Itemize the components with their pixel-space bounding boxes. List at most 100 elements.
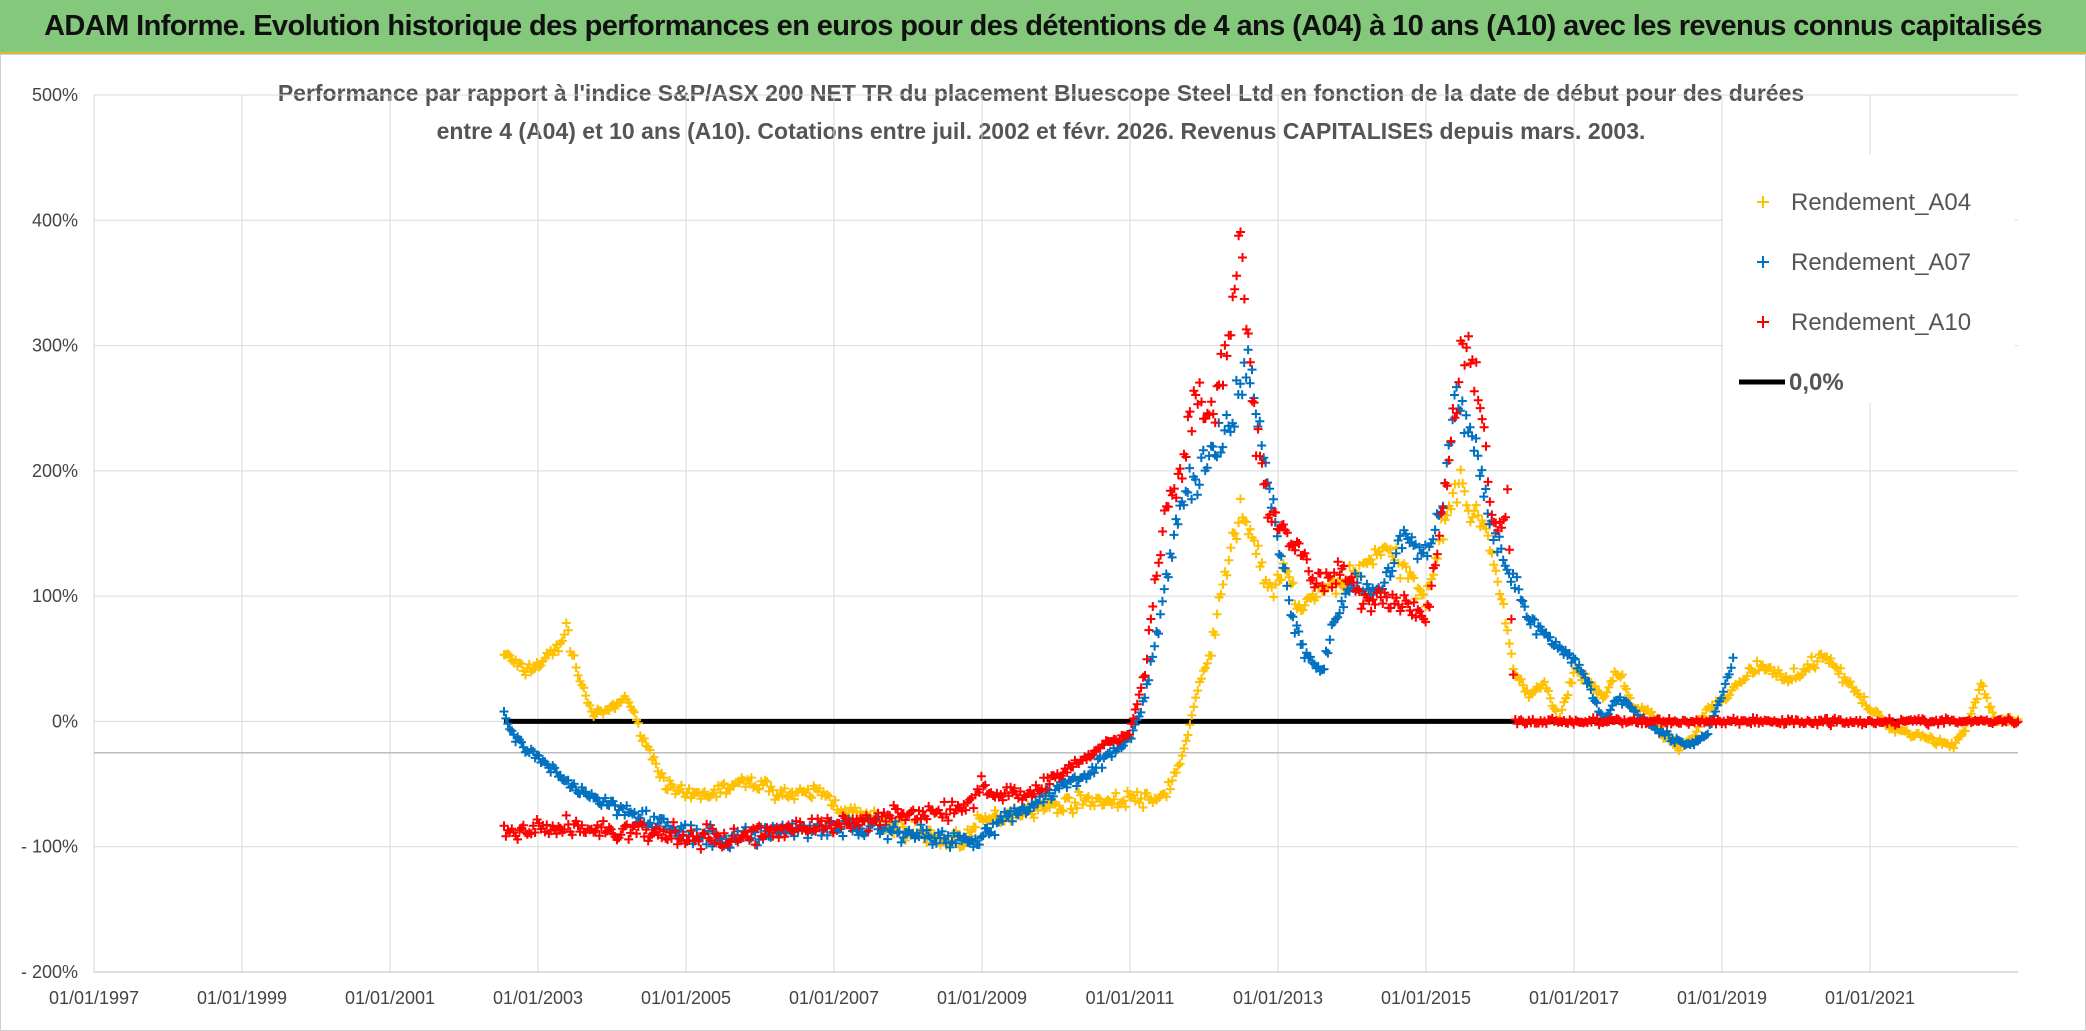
- data-point: [1354, 587, 1364, 596]
- data-point: [563, 625, 573, 635]
- data-point: [1810, 663, 1820, 673]
- report-title: ADAM Informe. Evolution historique des p…: [44, 9, 2042, 42]
- data-point: [1391, 548, 1401, 558]
- data-point: [598, 816, 608, 826]
- data-point: [1358, 599, 1368, 609]
- data-point: [559, 825, 569, 834]
- data-point: [1499, 599, 1509, 609]
- data-point: [1789, 664, 1799, 673]
- data-point: [1140, 693, 1150, 703]
- data-point: [620, 821, 630, 831]
- data-point: [1951, 738, 1961, 748]
- data-point: [1501, 512, 1510, 522]
- data-point: [659, 826, 669, 836]
- data-point: [1718, 687, 1728, 697]
- data-point: [887, 813, 897, 823]
- data-point: [1218, 380, 1228, 390]
- data-point: [768, 831, 778, 841]
- data-point: [1128, 714, 1138, 723]
- data-point: [937, 826, 947, 836]
- data-point: [1329, 568, 1339, 578]
- data-point: [581, 691, 591, 701]
- data-point: [822, 830, 832, 840]
- data-point: [1216, 448, 1226, 457]
- data-point: [1142, 788, 1152, 798]
- data-point: [554, 646, 563, 656]
- y-tick-label: 100%: [32, 586, 78, 606]
- data-point: [1210, 418, 1220, 428]
- data-point: [1191, 390, 1201, 400]
- data-point: [1206, 651, 1216, 661]
- data-point: [719, 778, 729, 788]
- data-point: [1154, 629, 1163, 639]
- data-point: [1711, 707, 1721, 716]
- data-point: [1286, 610, 1296, 620]
- data-point: [1241, 324, 1251, 334]
- data-point: [1602, 687, 1612, 697]
- data-point: [1319, 586, 1329, 596]
- data-point: [1118, 741, 1128, 751]
- data-point: [1407, 532, 1417, 542]
- data-point: [1183, 488, 1193, 497]
- data-point: [1255, 451, 1265, 461]
- data-point: [1253, 541, 1263, 551]
- data-point: [1089, 801, 1099, 811]
- data-point: [1493, 577, 1503, 587]
- data-point: [1339, 602, 1348, 612]
- data-point: [1300, 600, 1310, 610]
- data-point: [1473, 395, 1483, 405]
- data-point: [896, 837, 906, 847]
- data-point: [1072, 781, 1082, 791]
- data-point: [1179, 500, 1189, 510]
- data-point: [1298, 639, 1308, 649]
- data-point: [1117, 797, 1127, 807]
- data-point: [1503, 625, 1512, 635]
- data-point: [1041, 785, 1051, 795]
- data-point: [941, 810, 951, 819]
- series-rendement-a10: [499, 227, 2023, 854]
- data-point: [1438, 503, 1448, 513]
- data-point: [573, 670, 583, 680]
- data-point: [1808, 661, 1818, 671]
- data-point: [900, 815, 910, 825]
- data-point: [1822, 714, 1832, 723]
- data-point: [1545, 693, 1555, 703]
- data-point: [1495, 589, 1505, 599]
- data-point: [1570, 654, 1580, 664]
- data-point: [517, 659, 526, 669]
- data-point: [569, 650, 579, 660]
- data-point: [1280, 563, 1290, 573]
- data-point: [1200, 663, 1210, 673]
- data-point: [1054, 783, 1064, 793]
- data-point: [974, 840, 984, 850]
- data-point: [970, 834, 980, 844]
- data-point: [1430, 525, 1440, 535]
- data-point: [1068, 773, 1078, 783]
- data-point: [976, 771, 986, 781]
- data-point: [1144, 625, 1154, 635]
- data-point: [967, 827, 977, 837]
- data-point: [1425, 602, 1434, 612]
- data-point: [1503, 484, 1512, 494]
- data-point: [513, 834, 523, 844]
- data-point: [824, 792, 834, 801]
- data-point: [1181, 486, 1191, 496]
- data-point: [1387, 566, 1397, 576]
- data-point: [1171, 493, 1181, 503]
- data-point: [604, 706, 614, 715]
- data-point: [1487, 548, 1497, 558]
- data-point: [1304, 566, 1314, 576]
- y-tick-label: - 100%: [21, 837, 78, 857]
- data-point: [824, 817, 834, 827]
- data-point: [1236, 494, 1245, 504]
- x-tick-label: 01/01/2005: [641, 988, 731, 1008]
- data-point: [561, 618, 571, 628]
- data-point: [1803, 659, 1813, 669]
- data-point: [1415, 542, 1424, 552]
- data-point: [1481, 484, 1491, 494]
- data-point: [1448, 404, 1458, 413]
- data-point: [600, 828, 610, 838]
- data-point: [1512, 572, 1522, 582]
- data-point: [1175, 464, 1185, 474]
- data-point: [1235, 379, 1245, 389]
